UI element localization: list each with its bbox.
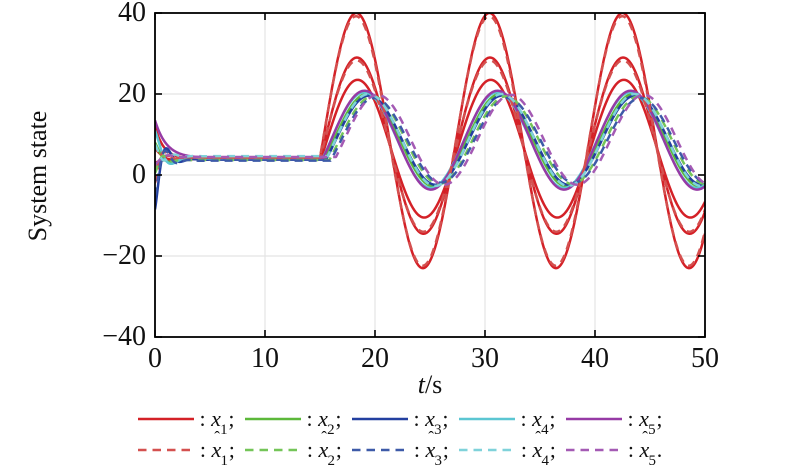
- y-axis-label: System state: [23, 110, 52, 242]
- y-tick-label: 0: [132, 159, 146, 190]
- curve-xhat3: [155, 96, 705, 196]
- x-tick-label: 50: [691, 343, 719, 374]
- solid-line-swatch-icon: [351, 417, 408, 421]
- solid-line-swatch-icon: [565, 417, 622, 421]
- curve-xhat4: [155, 92, 705, 188]
- x-tick-label: 20: [361, 343, 389, 374]
- y-tick-label: −20: [102, 240, 146, 271]
- y-tick-label: −40: [102, 321, 146, 352]
- curve-xhat2: [155, 95, 705, 186]
- plot-area: [154, 12, 706, 338]
- legend-label: : x1;: [199, 406, 235, 439]
- dashed-line-swatch-icon: [458, 448, 515, 452]
- hat-accent: ˆ: [321, 428, 327, 448]
- legend-item-x3: : x3;: [351, 406, 449, 439]
- legend-label: : x2;: [306, 406, 342, 439]
- hat-accent: ˆ: [642, 428, 648, 448]
- curve-xhat1_b: [155, 59, 705, 233]
- x-tick-label: 30: [471, 343, 499, 374]
- solid-line-swatch-icon: [458, 417, 515, 421]
- legend-item-x5: : x5;: [565, 406, 663, 439]
- y-tick-label: 20: [118, 78, 146, 109]
- legend-label: : ˆ x5.: [627, 428, 663, 470]
- solid-line-swatch-icon: [137, 417, 194, 421]
- y-tick-label: 40: [118, 0, 146, 28]
- legend-item-xhat2: : ˆ x2;: [244, 428, 342, 470]
- dashed-line-swatch-icon: [244, 448, 301, 452]
- dashed-line-swatch-icon: [137, 448, 194, 452]
- legend-label: : ˆ x4;: [520, 428, 556, 470]
- legend-label: : x5;: [627, 406, 663, 439]
- dashed-line-swatch-icon: [565, 448, 622, 452]
- legend-item-xhat3: : ˆ x3;: [351, 428, 449, 470]
- legend-item-xhat1: : ˆ x1;: [137, 428, 235, 470]
- curve-xhat5: [155, 93, 705, 186]
- hat-accent: ˆ: [428, 428, 434, 448]
- x-axis-label: t/s: [330, 370, 530, 400]
- legend-label: : x3;: [413, 406, 449, 439]
- legend-label: : ˆ x1;: [199, 428, 235, 470]
- legend-label: : ˆ x3;: [413, 428, 449, 470]
- legend-label: : ˆ x2;: [306, 428, 342, 470]
- hat-accent: ˆ: [214, 428, 220, 448]
- legend-row-solid: : x1; : x2; : x3; : x4; : x5;: [0, 405, 800, 439]
- hat-accent: ˆ: [535, 428, 541, 448]
- x-tick-label: 0: [148, 343, 162, 374]
- legend-item-x2: : x2;: [244, 406, 342, 439]
- legend-item-xhat5: : ˆ x5.: [565, 428, 663, 470]
- legend-item-xhat4: : ˆ x4;: [458, 428, 556, 470]
- curve-x1_b: [155, 56, 705, 235]
- legend-item-x1: : x1;: [137, 406, 235, 439]
- solid-line-swatch-icon: [244, 417, 301, 421]
- legend-row-dashed: : ˆ x1; : ˆ x2; : ˆ x3; : ˆ x4; : ˆ x5.: [0, 428, 800, 470]
- x-axis-label-italic: t: [417, 370, 425, 399]
- legend-item-x4: : x4;: [458, 406, 556, 439]
- x-axis-label-rest: /s: [424, 370, 443, 399]
- legend-label: : x4;: [520, 406, 556, 439]
- x-tick-label: 10: [251, 343, 279, 374]
- x-tick-label: 40: [581, 343, 609, 374]
- dashed-line-swatch-icon: [351, 448, 408, 452]
